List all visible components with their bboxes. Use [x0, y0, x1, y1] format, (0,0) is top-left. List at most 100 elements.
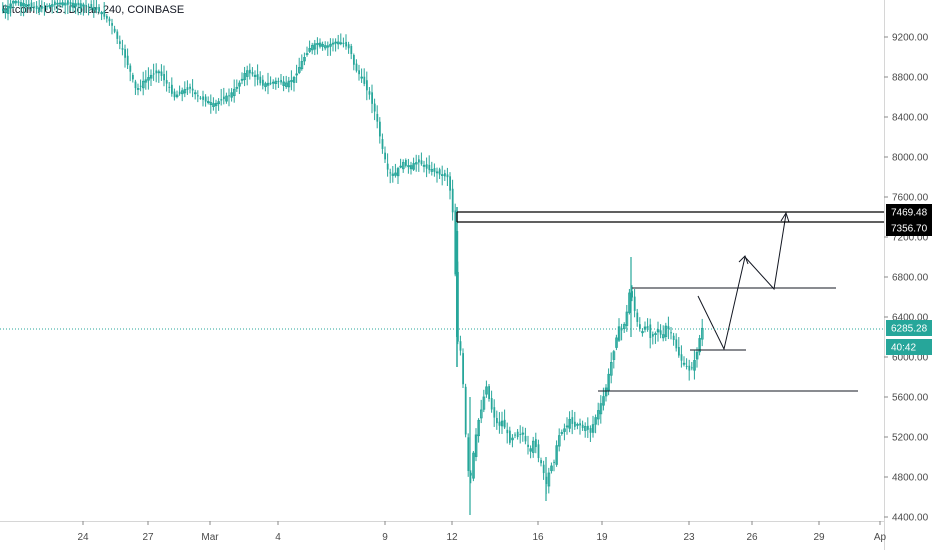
candle-down [358, 70, 360, 75]
last-price-tag: 6285.28 [891, 324, 928, 335]
candle-up [336, 41, 340, 45]
candle-down [527, 444, 529, 447]
candle-up [240, 78, 244, 81]
candle-down [106, 16, 108, 19]
candle-up [401, 162, 405, 170]
candle-down [103, 11, 106, 17]
candle-down [347, 44, 350, 49]
candle-up [662, 334, 665, 339]
candle-up [628, 292, 631, 313]
candle-down [111, 23, 113, 26]
candle-down [46, 6, 48, 8]
candle-down [467, 437, 470, 471]
candle-up [303, 57, 306, 62]
candle-up [217, 101, 221, 105]
x-tick-label: 29 [813, 532, 825, 543]
x-tick-label: 23 [683, 532, 695, 543]
candle-down [363, 76, 366, 84]
candle-down [444, 173, 446, 177]
candle-up [625, 311, 629, 326]
candle-down [43, 7, 46, 9]
candle-up [407, 165, 410, 168]
candle-up [430, 169, 434, 172]
candle-up [287, 80, 291, 88]
x-tick-label: Mar [201, 532, 219, 543]
level-tag-upper: 7469.48 [891, 208, 928, 219]
candle-down [280, 79, 282, 83]
candle-down [134, 81, 137, 89]
candle-down [540, 460, 542, 464]
candle-down [581, 424, 584, 429]
candle-down [33, 6, 35, 8]
candle-down [28, 3, 30, 7]
projection-leg-1[interactable] [697, 256, 746, 351]
candle-down [680, 354, 683, 361]
candle-down [17, 1, 20, 3]
candle-down [30, 2, 33, 8]
x-tick-label: 9 [382, 532, 388, 543]
candle-down [688, 365, 691, 371]
candle-up [92, 7, 96, 11]
candle-up [391, 173, 395, 176]
y-tick-label: 9200.00 [892, 33, 929, 44]
candle-up [318, 42, 322, 47]
candle-down [418, 159, 420, 163]
y-tick-label: 5200.00 [892, 433, 929, 444]
candle-up [9, 3, 13, 9]
candle-up [568, 418, 571, 429]
candle-up [6, 6, 10, 14]
candle-down [542, 464, 545, 474]
candle-down [41, 6, 43, 9]
candle-up [19, 2, 23, 7]
candle-up [599, 403, 603, 415]
candle-down [199, 97, 202, 99]
candle-up [74, 3, 78, 7]
x-tick-label: 26 [746, 532, 758, 543]
projection-leg-2[interactable] [744, 213, 787, 291]
candle-down [420, 160, 423, 165]
candle-down [579, 423, 581, 426]
candle-down [132, 74, 134, 80]
candle-up [479, 409, 483, 419]
candle-down [506, 429, 509, 434]
candle-up [612, 351, 616, 360]
candle-up [547, 472, 551, 487]
candle-down [571, 417, 574, 424]
candle-down [464, 386, 467, 435]
candle-up [576, 423, 579, 426]
candle-up [654, 333, 657, 335]
candle-down [376, 113, 379, 122]
candle-up [292, 77, 296, 83]
candle-down [85, 5, 87, 7]
candle-down [173, 91, 176, 98]
candle-down [456, 231, 459, 337]
candle-up [594, 417, 597, 425]
candle-down [646, 326, 649, 328]
candle-up [698, 338, 701, 353]
candle-down [139, 85, 142, 87]
x-tick-label: 19 [596, 532, 608, 543]
candle-up [141, 80, 145, 89]
candle-down [259, 76, 262, 84]
candle-up [206, 101, 210, 104]
candle-up [157, 71, 161, 74]
candle-up [477, 419, 480, 437]
candle-up [245, 70, 249, 77]
candle-up [584, 426, 587, 431]
candle-up [310, 45, 314, 51]
x-tick-label: 24 [77, 532, 89, 543]
y-tick-label: 5600.00 [892, 393, 929, 404]
candle-down [685, 365, 688, 367]
candle-down [350, 46, 353, 55]
candle-up [11, 0, 15, 4]
candle-up [180, 90, 184, 95]
candle-up [529, 448, 532, 452]
candle-up [71, 2, 75, 8]
candle-down [69, 2, 72, 5]
candle-up [58, 2, 62, 5]
candle-down [223, 96, 225, 100]
candle-up [64, 2, 67, 6]
candle-down [639, 324, 641, 329]
candle-up [4, 9, 7, 14]
